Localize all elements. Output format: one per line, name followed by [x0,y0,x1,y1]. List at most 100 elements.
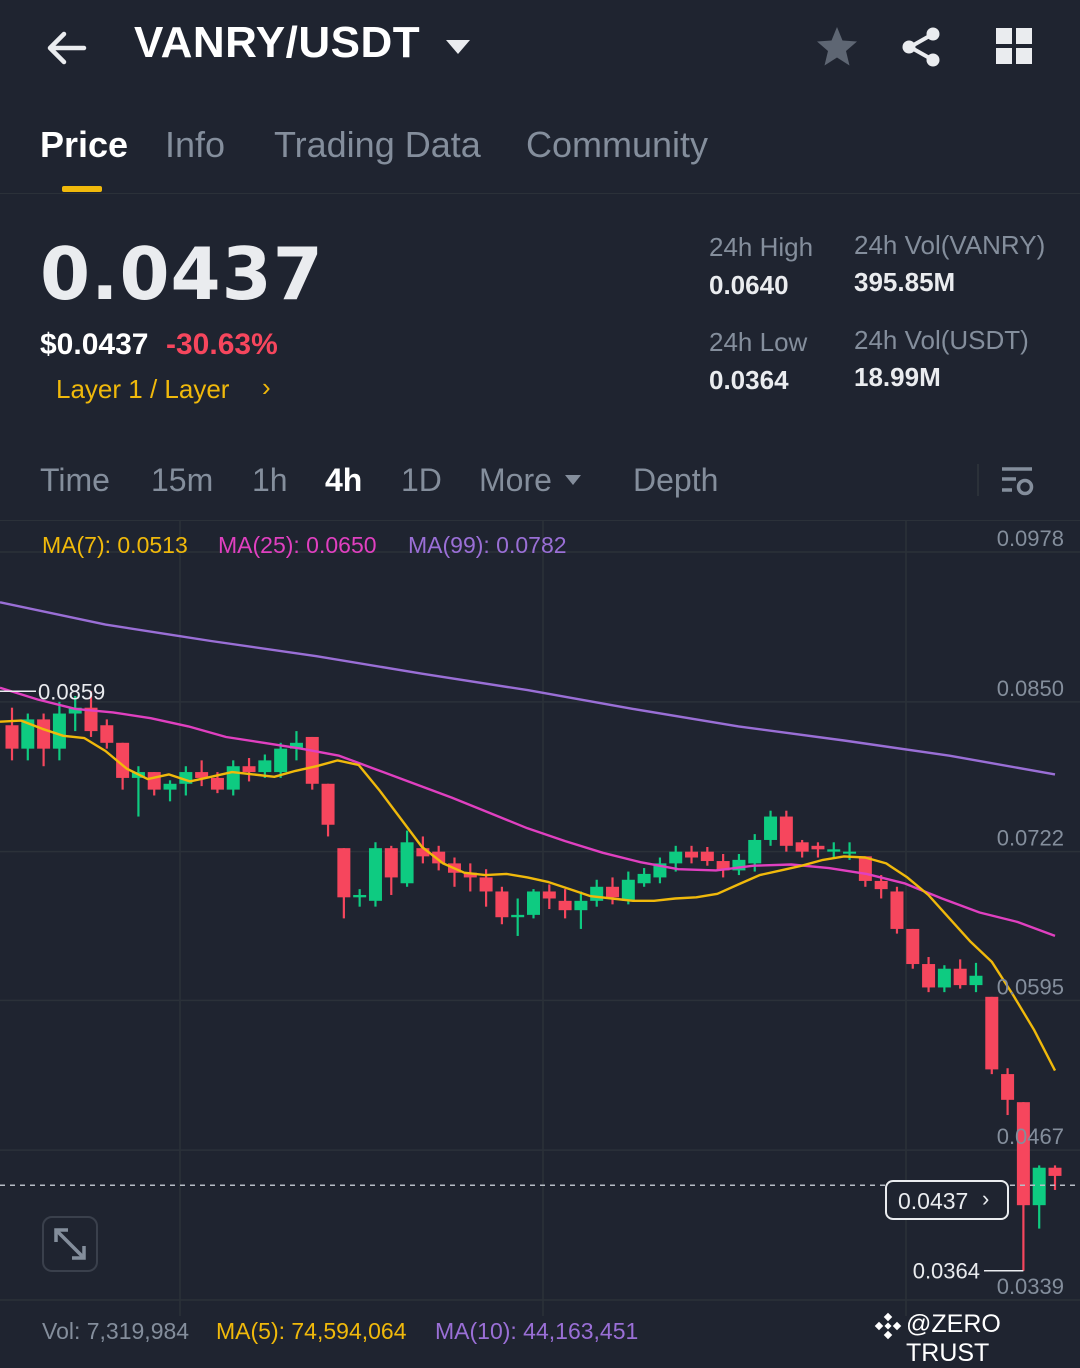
candle-body [827,849,841,852]
tf-time[interactable]: Time [40,462,110,498]
candle-body [289,742,303,749]
candle-body [258,760,272,773]
candle-body [1001,1074,1015,1100]
candle-body [21,719,35,749]
expand-icon [54,1228,86,1260]
candle-body [874,880,888,890]
sector-tag-link[interactable]: Layer 1 / Layer [56,374,230,404]
candle-body [937,968,951,988]
caret-down-icon[interactable] [564,474,582,486]
volume-legend: Vol: 7,319,984 [42,1318,190,1344]
y-axis-tick-label: 0.0850 [997,676,1064,701]
candle-body [685,851,699,858]
chevron-right-icon[interactable]: › [262,372,271,402]
candle-body [922,964,936,988]
ma7-line [0,719,1057,1072]
ma99-legend: MA(99): 0.0782 [408,532,567,558]
candle-body [274,748,288,773]
tf-1d[interactable]: 1D [401,462,442,498]
candle-body [953,968,967,986]
period-high-label: 0.0859 [38,679,105,704]
current-price-label[interactable]: 0.0437 [898,1188,969,1214]
y-axis-tick-label: 0.0722 [997,826,1064,851]
candle-body [795,842,809,852]
candle-body [210,777,224,790]
high-24h-value: 0.0640 [709,270,789,300]
candle-body [527,891,540,915]
current-price-marker[interactable] [885,1180,1009,1220]
candlestick-chart[interactable]: 0.0978 0.0850 0.0722 0.0595 0.0467 0.0339 0.08… [0,521,1080,1316]
fullscreen-button[interactable] [42,1216,98,1272]
volume-ma5-legend: MA(5): 74,594,064 [216,1318,407,1344]
period-low-label: 0.0364 [913,1259,980,1284]
candle-body [1032,1167,1046,1206]
candle-body [163,783,177,790]
candle-body [590,886,604,901]
candle-body [368,848,382,901]
candle-body [1016,1102,1030,1206]
candle-body [432,851,446,864]
watermark-text: @ZERO TRUST [906,1310,1001,1367]
ma25-line [0,686,1056,938]
toolbar-separator [977,464,979,496]
candle-body [305,736,319,784]
candle-body [242,766,256,773]
low-24h-value: 0.0364 [709,365,789,395]
tab-community[interactable]: Community [526,124,709,165]
candle-body [748,839,762,864]
candle-body [100,725,114,743]
candle-body [732,859,746,871]
candle-body [764,816,778,840]
candle-body [337,848,351,898]
candle-body [890,891,904,929]
tf-depth[interactable]: Depth [633,462,719,498]
candle-body [969,975,983,986]
tab-trading-data[interactable]: Trading Data [274,124,481,165]
tf-1h[interactable]: 1h [252,462,288,498]
chevron-right-icon[interactable]: › [982,1186,990,1211]
candle-body [669,851,683,864]
pair-title[interactable]: VANRY/USDT [134,18,421,67]
candle-body [1048,1167,1062,1176]
tf-4h[interactable]: 4h [325,462,363,498]
vol-quote-value: 18.99M [854,362,941,392]
tf-15m[interactable]: 15m [151,462,214,498]
tf-more[interactable]: More [479,462,552,498]
candle-body [463,872,477,878]
chart-settings-icon[interactable] [998,462,1036,500]
binance-logo-icon [874,1312,902,1340]
candle-body [637,873,651,884]
candle-body [511,914,525,918]
volume-ma10-legend: MA(10): 44,163,451 [435,1318,639,1344]
candle-body [400,842,414,884]
vol-base-value: 395.85M [854,267,956,297]
candle-body [716,861,730,871]
active-tab-indicator [62,186,102,192]
candle-body [384,848,398,878]
ma99-line [0,601,1056,776]
star-icon[interactable] [814,24,860,70]
candle-body [558,900,572,911]
last-price: 0.0437 [40,232,324,316]
candle-body [779,816,793,846]
candle-body [84,707,98,732]
share-icon[interactable] [898,24,944,70]
tab-price[interactable]: Price [40,124,129,165]
toolbar-divider [0,520,1080,521]
y-axis-tick-label: 0.0467 [997,1124,1064,1149]
ma25-legend: MA(25): 0.0650 [218,532,377,558]
candle-body [495,891,509,918]
low-24h-label: 24h Low [709,327,808,357]
candle-body [906,928,920,965]
y-axis-tick-label: 0.0595 [997,974,1064,999]
candle-body [353,894,367,898]
usd-price: $0.0437 [40,328,149,361]
candle-body [416,848,430,857]
y-axis-tick-label: 0.0339 [997,1274,1064,1299]
back-arrow-icon[interactable] [40,22,92,74]
grid-menu-icon[interactable] [994,26,1034,66]
tab-info[interactable]: Info [165,124,226,165]
vol-base-label: 24h Vol(VANRY) [854,230,1046,260]
caret-down-icon[interactable] [444,38,472,56]
candle-body [5,725,19,749]
